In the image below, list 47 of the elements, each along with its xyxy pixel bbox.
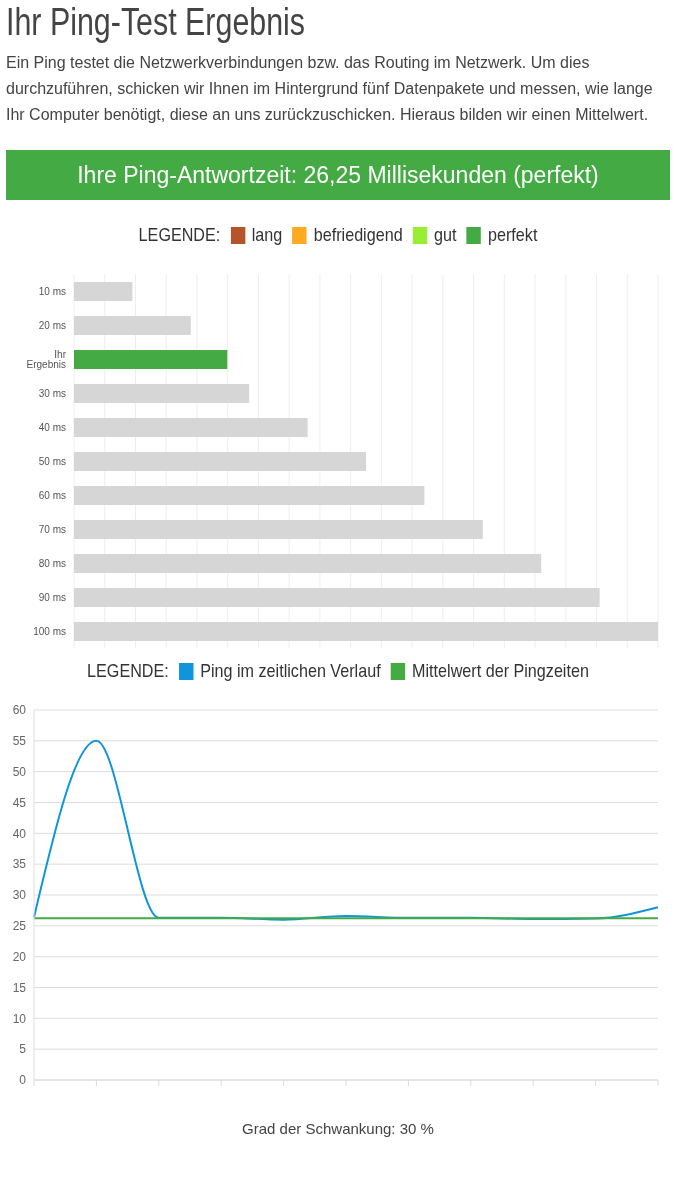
bar [74, 588, 600, 607]
legend-label: befriedigend [313, 224, 403, 246]
y-tick-label: 90 ms [38, 591, 66, 603]
y-tick-label: 40 [12, 826, 27, 841]
legend-label: gut [434, 224, 457, 246]
bar [74, 282, 133, 301]
y-tick-label: 10 ms [38, 285, 66, 297]
bar [74, 554, 542, 573]
bar [74, 520, 483, 539]
y-tick-label: 5 [19, 1042, 27, 1057]
y-tick-label: 80 ms [38, 557, 66, 569]
text: Grad der Schwankung: 30 % [241, 1120, 435, 1137]
bar [74, 384, 250, 403]
y-tick-label: 20 ms [38, 319, 66, 331]
y-tick-label: 60 ms [38, 489, 66, 501]
bar [74, 452, 366, 471]
y-tick-label: 100 ms [33, 625, 66, 637]
y-tick-label: 40 ms [38, 421, 66, 433]
bar [74, 622, 658, 641]
y-tick-label: 15 [12, 980, 27, 995]
y-tick-label: 25 [12, 919, 27, 934]
legend-title: LEGENDE: [87, 660, 169, 682]
chart-subtitle: Ein Ping testet die Netzwerkverbindungen bzw. das Routing im Netzwerk. Um dies durchzuführen, schicken wir Ihnen im Hintergrund fünf Datenpakete und messen, wie lange Ihr Computer benötigt, diese an uns zurückzuschicken. Hieraus bilden wir einen Mittelwert. [6, 53, 654, 125]
y-tick-label: 70 ms [38, 523, 66, 535]
chart-title: Ihr Ping-Test Ergebnis [6, 0, 307, 44]
y-tick-label: 35 [12, 857, 27, 872]
legend-label: perfekt [488, 224, 538, 246]
text: Ihre Ping-Antwortzeit: 26,25 Millisekunden (perfekt) [77, 161, 599, 189]
y-tick-label: 50 ms [38, 455, 66, 467]
y-tick-label: 30 ms [38, 387, 66, 399]
legend-label: Ping im zeitlichen Verlauf [200, 660, 381, 682]
y-tick-label: Ihr Ergebnis [26, 348, 67, 370]
legend-label: lang [251, 224, 283, 246]
legend-title: LEGENDE: [138, 224, 221, 246]
y-tick-label: 10 [12, 1011, 27, 1026]
bar [74, 350, 228, 369]
y-tick-label: 60 [12, 703, 27, 718]
bar [74, 418, 308, 437]
bar [74, 486, 425, 505]
y-tick-label: 0 [19, 1073, 27, 1088]
bar [74, 316, 191, 335]
y-tick-label: 20 [12, 949, 27, 964]
y-tick-label: 55 [12, 734, 27, 749]
legend-label: Mittelwert der Pingzeiten [412, 660, 589, 682]
y-tick-label: 50 [12, 764, 27, 779]
y-tick-label: 45 [12, 795, 27, 810]
y-tick-label: 30 [12, 888, 27, 903]
